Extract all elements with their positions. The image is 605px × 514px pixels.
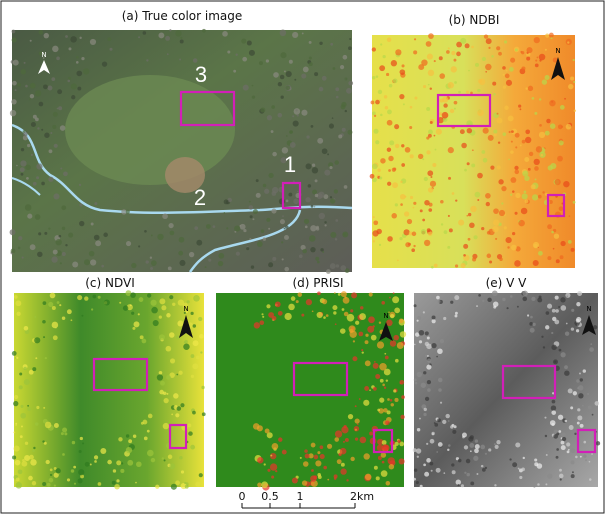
north-label: N	[586, 305, 591, 313]
true-color-image	[12, 30, 352, 272]
figure: (a) True color image (b) NDBI (c) NDVI (…	[0, 0, 605, 514]
panel-title: (a) True color image	[122, 9, 243, 23]
north-label: N	[183, 305, 188, 313]
panel-title: (e) V V	[486, 276, 528, 290]
scale-label: 0.5	[261, 490, 279, 503]
scale-label: 2km	[350, 490, 374, 503]
north-label: N	[41, 51, 46, 59]
site-label: 2	[194, 185, 206, 210]
panel-title: (d) PRISI	[292, 276, 343, 290]
scale-label: 1	[297, 490, 304, 503]
north-label: N	[383, 312, 388, 320]
site-label: 1	[284, 152, 296, 177]
north-label: N	[555, 47, 560, 55]
panel-title: (b) NDBI	[449, 13, 500, 27]
panel-title: (c) NDVI	[85, 276, 135, 290]
site-label: 3	[195, 62, 207, 87]
scale-label: 0	[239, 490, 246, 503]
scale-bar: 0 0.5 1 2km	[239, 490, 375, 508]
